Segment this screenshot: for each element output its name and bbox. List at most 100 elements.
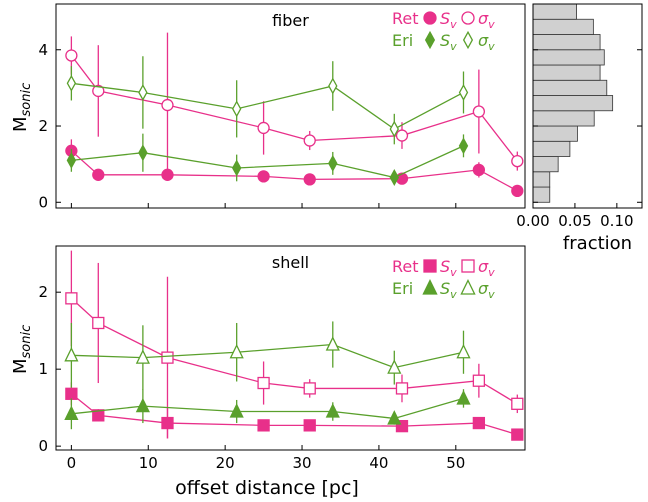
legend-open-symbol: σ bbox=[478, 9, 489, 28]
data-point bbox=[456, 343, 471, 359]
histogram-bar bbox=[532, 18, 594, 35]
data-point bbox=[511, 184, 524, 197]
series-eri-sv bbox=[64, 389, 471, 430]
series-eri-sv bbox=[66, 133, 469, 186]
legend-filled-symbol: S bbox=[440, 279, 450, 298]
histogram-bar bbox=[532, 3, 577, 20]
data-point bbox=[387, 359, 402, 374]
data-point bbox=[472, 374, 486, 387]
histogram-bar bbox=[532, 171, 551, 188]
histogram-bar bbox=[532, 156, 559, 173]
data-point bbox=[135, 349, 150, 364]
legend-filled-marker bbox=[423, 11, 437, 25]
data-point bbox=[64, 346, 79, 362]
y-axis-label: Msonic bbox=[10, 325, 34, 374]
x-tick-label: 20 bbox=[216, 454, 235, 472]
plot-frame bbox=[55, 245, 526, 451]
data-point bbox=[66, 74, 77, 92]
data-point bbox=[92, 84, 105, 98]
histogram-bar bbox=[532, 140, 571, 157]
data-point bbox=[231, 159, 242, 177]
legend-open-subscript: v bbox=[488, 40, 495, 53]
hist-frame bbox=[532, 3, 643, 209]
legend-filled-label: Sv bbox=[440, 31, 457, 53]
data-point bbox=[456, 390, 471, 405]
histogram-bar bbox=[532, 110, 595, 127]
data-point bbox=[138, 144, 148, 162]
plot-frame bbox=[55, 3, 526, 209]
y-tick-label: 4 bbox=[38, 41, 48, 59]
data-point bbox=[66, 151, 77, 169]
legend-open-marker bbox=[461, 259, 475, 273]
data-point bbox=[458, 83, 469, 101]
legend-filled-subscript: v bbox=[450, 18, 457, 31]
legend-open-marker bbox=[461, 11, 475, 25]
y-axis-label-sub: sonic bbox=[19, 83, 34, 117]
x-tick-label: 30 bbox=[292, 454, 311, 472]
hist-x-tick-label: 0.10 bbox=[600, 212, 633, 230]
legend-row-ret: Ret Sv σv bbox=[392, 9, 495, 31]
legend-open-subscript: v bbox=[488, 266, 495, 279]
legend-filled-marker bbox=[422, 279, 438, 295]
data-point bbox=[328, 154, 338, 172]
data-point bbox=[257, 170, 270, 183]
y-tick-label: 0 bbox=[38, 437, 48, 455]
x-tick-label: 0 bbox=[67, 454, 77, 472]
x-tick-label: 40 bbox=[369, 454, 388, 472]
legend-filled-subscript: v bbox=[450, 40, 457, 53]
x-tick-label: 50 bbox=[446, 454, 465, 472]
data-point bbox=[65, 292, 78, 305]
legend-group-label: Ret bbox=[392, 257, 419, 276]
data-point bbox=[135, 397, 150, 413]
legend-open-subscript: v bbox=[488, 18, 495, 31]
data-point bbox=[161, 351, 174, 364]
legend-open-label: σv bbox=[478, 257, 495, 279]
data-point bbox=[303, 382, 316, 395]
data-point bbox=[328, 77, 338, 95]
data-point bbox=[387, 410, 402, 425]
data-point bbox=[229, 403, 244, 418]
data-point bbox=[395, 382, 409, 395]
data-point bbox=[511, 154, 524, 168]
legend-group-label: Eri bbox=[392, 31, 413, 50]
series-eri-sigmav bbox=[66, 56, 469, 145]
series-ret-sigmav bbox=[65, 32, 524, 178]
data-point bbox=[472, 105, 486, 118]
data-point bbox=[257, 121, 270, 135]
data-point bbox=[231, 100, 242, 118]
y-tick-label: 2 bbox=[38, 117, 48, 135]
data-point bbox=[229, 343, 244, 359]
data-point bbox=[64, 405, 79, 420]
data-point bbox=[389, 169, 399, 186]
series-line bbox=[71, 343, 464, 369]
histogram-bar bbox=[532, 49, 605, 66]
legend-open-marker bbox=[460, 279, 476, 295]
series-ret-sv bbox=[65, 139, 524, 197]
legend-row-eri: Eri Sv σv bbox=[392, 279, 495, 301]
y-axis-label-main: M bbox=[10, 358, 31, 374]
histogram-bar bbox=[532, 79, 608, 96]
legend-row-eri: Eri Sv σv bbox=[392, 30, 495, 53]
data-point bbox=[138, 83, 148, 101]
y-axis-label: Msonic bbox=[10, 83, 34, 132]
data-point bbox=[511, 428, 524, 441]
series-line bbox=[71, 82, 464, 130]
panel-title: fiber bbox=[272, 11, 309, 30]
data-point bbox=[303, 173, 316, 186]
histogram-bar bbox=[532, 64, 601, 81]
y-axis-label-sub: sonic bbox=[19, 325, 34, 359]
legend-open-label: σv bbox=[478, 279, 495, 301]
legend-open-label: σv bbox=[478, 9, 495, 31]
hist-x-axis-label: fraction bbox=[563, 233, 632, 254]
legend-row-ret: Ret Sv σv bbox=[392, 257, 495, 279]
legend-filled-label: Sv bbox=[440, 279, 457, 301]
histogram-bar bbox=[532, 95, 614, 112]
legend-filled-subscript: v bbox=[450, 266, 457, 279]
legend-open-label: σv bbox=[478, 31, 495, 53]
legend-filled-marker bbox=[423, 259, 437, 273]
histogram-bar bbox=[532, 125, 578, 142]
data-point bbox=[92, 316, 105, 330]
